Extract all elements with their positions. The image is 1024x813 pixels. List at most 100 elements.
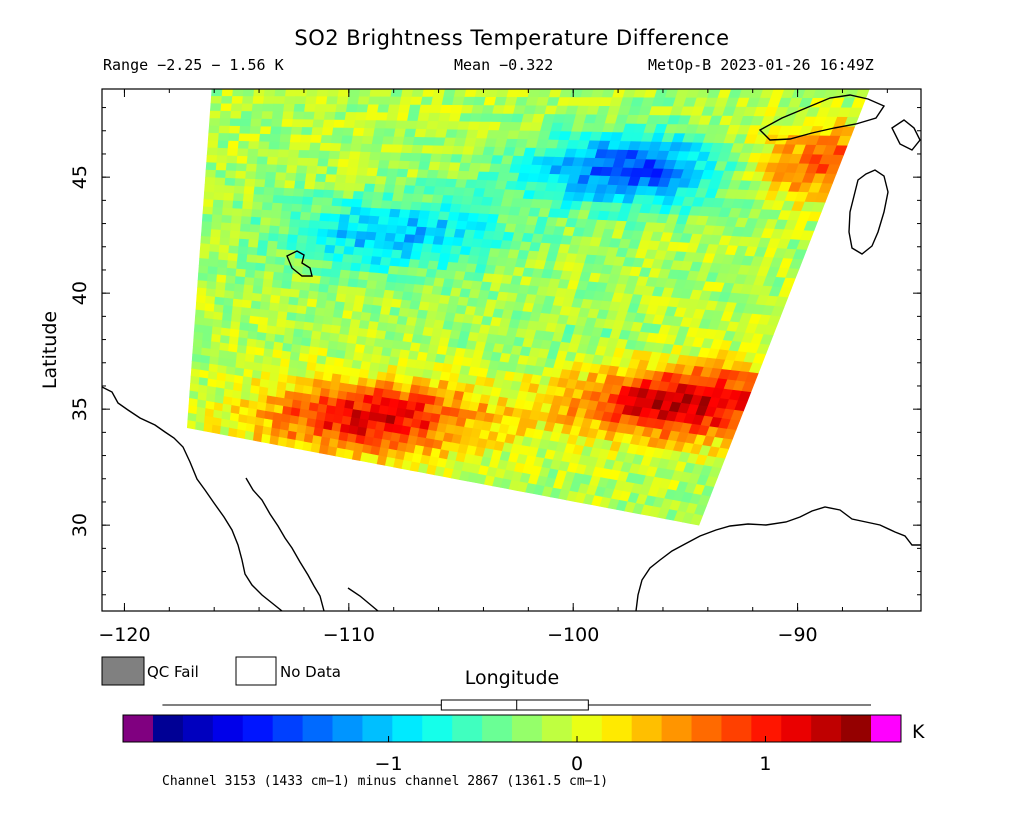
swath-cell <box>330 135 343 145</box>
swath-cell <box>271 279 283 289</box>
swath-cell <box>272 349 283 360</box>
swath-cell <box>285 319 296 330</box>
swath-cell <box>279 218 291 228</box>
y-tick-label: 35 <box>69 397 91 421</box>
swath-cell <box>245 261 257 271</box>
swath-cell <box>363 296 375 306</box>
swath-cell <box>236 253 248 263</box>
swath-cell <box>291 336 303 346</box>
swath-cell <box>379 152 392 162</box>
swath-cell <box>285 438 297 449</box>
swath-cell <box>334 301 346 311</box>
swath-cell <box>397 160 411 170</box>
swath-cell <box>307 354 319 364</box>
swath-cell <box>225 275 237 285</box>
swath-cell <box>267 149 280 158</box>
swath-cell <box>309 142 322 152</box>
swath-cell <box>206 280 217 291</box>
swath-cell <box>345 104 359 113</box>
swath-cell <box>228 245 240 255</box>
swath-cell <box>401 193 415 203</box>
swath-cell <box>329 269 342 279</box>
swath-cell <box>268 225 281 235</box>
swath-cell <box>315 96 328 105</box>
swath-cell <box>434 178 448 188</box>
swath-cell <box>421 194 434 204</box>
swath-cell <box>268 141 281 151</box>
colorbar-step <box>452 715 483 742</box>
swath-cell <box>221 207 234 217</box>
swath-cell <box>370 256 383 266</box>
swath-cell <box>350 143 363 153</box>
swath-cell <box>236 261 248 271</box>
swath-cell <box>261 433 272 444</box>
swath-cell <box>241 299 253 309</box>
swath-cell <box>261 202 274 211</box>
swath-cell <box>382 240 395 251</box>
swath-cell <box>262 103 275 113</box>
swath-cell <box>208 251 220 261</box>
swath-cell <box>404 177 418 187</box>
swath-cell <box>344 350 356 361</box>
swath-cell <box>302 188 315 198</box>
swath-cell <box>257 148 270 158</box>
swath-cell <box>414 128 427 138</box>
swath-cell <box>265 171 277 181</box>
swath-cell <box>426 169 440 179</box>
swath-cell <box>215 281 227 291</box>
swath-cell <box>337 89 351 98</box>
colorbar-tick-label: −1 <box>375 753 403 775</box>
swath-cell <box>296 235 309 245</box>
swath-cell <box>376 168 389 178</box>
swath-cell <box>423 137 436 147</box>
swath-cell <box>257 240 269 250</box>
colorbar-step <box>661 715 692 742</box>
gulf-california-line <box>245 477 325 611</box>
swath-cell <box>343 119 356 129</box>
swath-cell <box>290 281 302 291</box>
swath-cell <box>354 343 366 354</box>
swath-cell <box>276 241 288 251</box>
swath-cell <box>321 197 334 207</box>
swath-cell <box>260 293 272 304</box>
swath-cell <box>272 103 285 113</box>
swath-cell <box>254 262 266 272</box>
colorbar-under <box>123 715 153 742</box>
swath-cell <box>199 250 210 260</box>
swath-cell <box>317 158 330 168</box>
swath-cell <box>259 133 271 143</box>
swath-cell <box>312 259 324 269</box>
swath-cell <box>311 267 323 277</box>
swath-cell <box>204 184 216 193</box>
swath-cell <box>319 213 331 223</box>
swath-cell <box>255 255 267 265</box>
swath-cell <box>370 199 383 210</box>
swath-cell <box>240 307 252 317</box>
swath-cell <box>284 180 296 190</box>
swath-cell <box>233 291 244 301</box>
swath-cell <box>361 135 374 145</box>
swath-cell <box>305 243 317 253</box>
swath-cell <box>390 89 404 98</box>
swath-cell <box>401 89 414 98</box>
swath-cell <box>246 156 259 165</box>
swath-cell <box>394 233 406 243</box>
swath-cell <box>210 229 222 238</box>
swath-cell <box>336 285 349 296</box>
colorbar-step <box>541 715 573 742</box>
swath-cell <box>224 290 235 300</box>
swath-cell <box>221 89 234 97</box>
colorbar-step <box>631 715 663 742</box>
lake-huron <box>891 119 921 151</box>
swath-cell <box>358 215 371 225</box>
no-data-swatch <box>235 656 277 686</box>
swath-cell <box>254 270 266 280</box>
swath-cell <box>329 143 342 152</box>
swath-cell <box>213 311 224 321</box>
swath-cell <box>293 328 304 339</box>
plot-frame <box>101 88 922 612</box>
swath-cell <box>323 181 336 191</box>
swath-cell <box>351 254 364 265</box>
swath-cell <box>275 172 287 181</box>
